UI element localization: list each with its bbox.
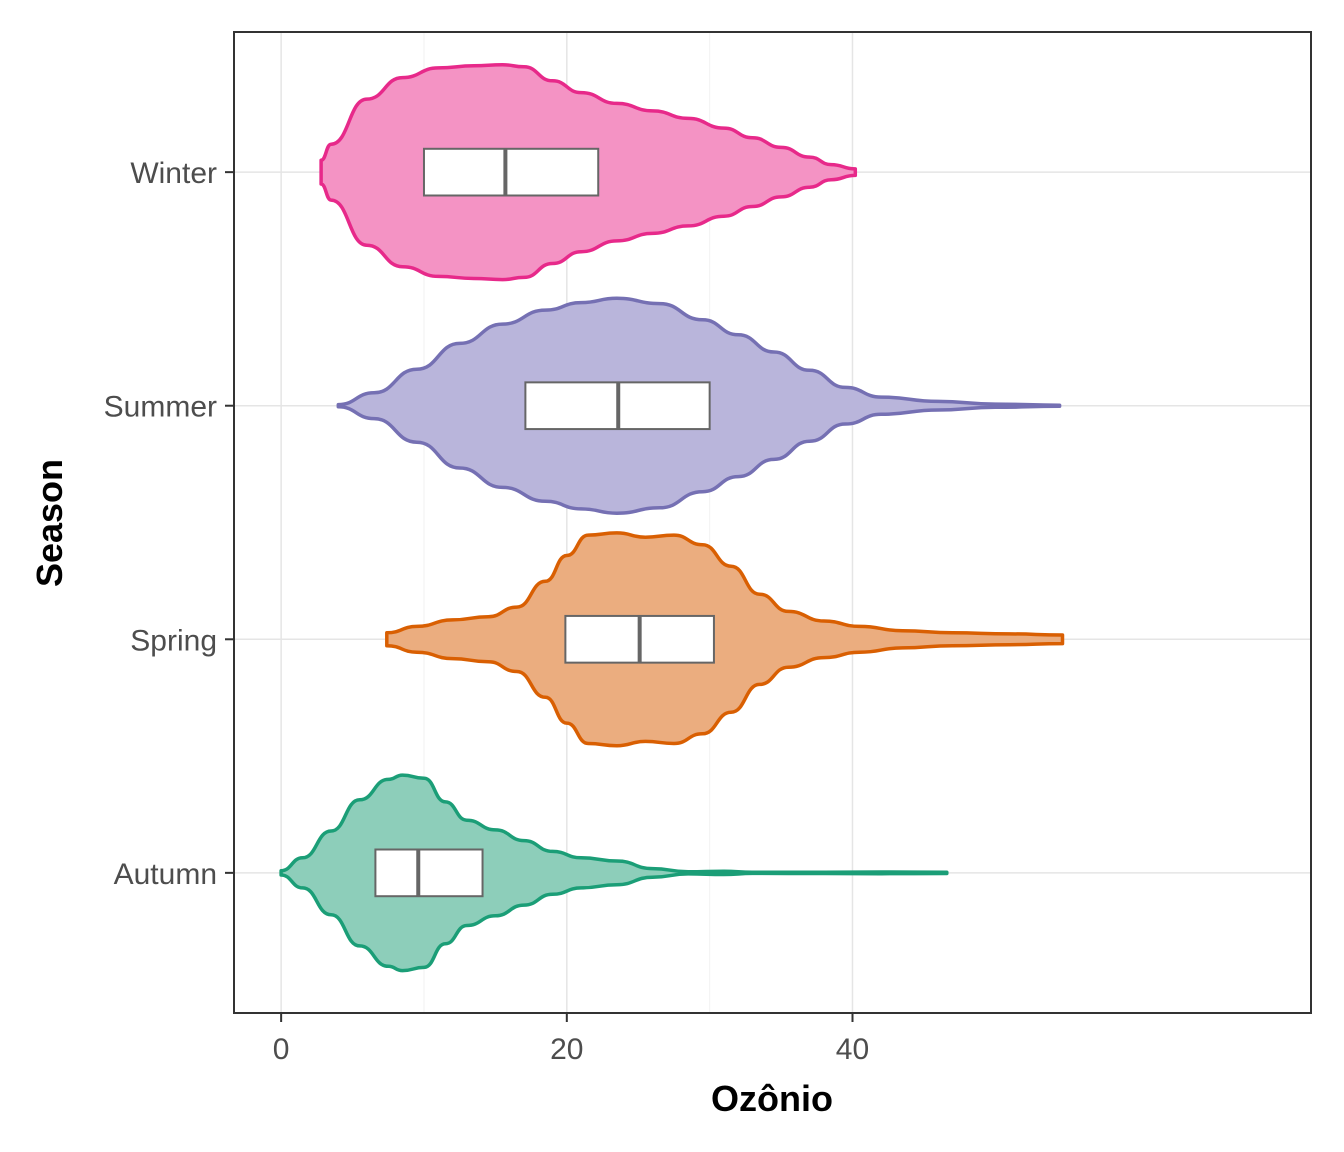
y-tick-label: Winter <box>130 157 217 190</box>
axes: 0 20 40 Winter Summer Spring Autumn <box>104 157 870 1066</box>
y-axis-title: Season <box>29 459 70 587</box>
x-tick-label: 40 <box>836 1033 869 1066</box>
x-tick-label: 0 <box>273 1033 290 1066</box>
x-axis-title: Ozônio <box>711 1078 833 1119</box>
box-autumn <box>374 848 484 898</box>
box-winter <box>422 147 600 197</box>
violin-spring <box>385 531 1065 748</box>
y-tick-label: Summer <box>104 391 217 424</box>
x-tick-label: 20 <box>550 1033 583 1066</box>
boxplots <box>374 147 715 898</box>
plot-border <box>233 31 1312 1014</box>
y-tick-label: Spring <box>130 624 217 657</box>
y-tick-label: Autumn <box>114 858 217 891</box>
violin-autumn <box>279 773 949 973</box>
